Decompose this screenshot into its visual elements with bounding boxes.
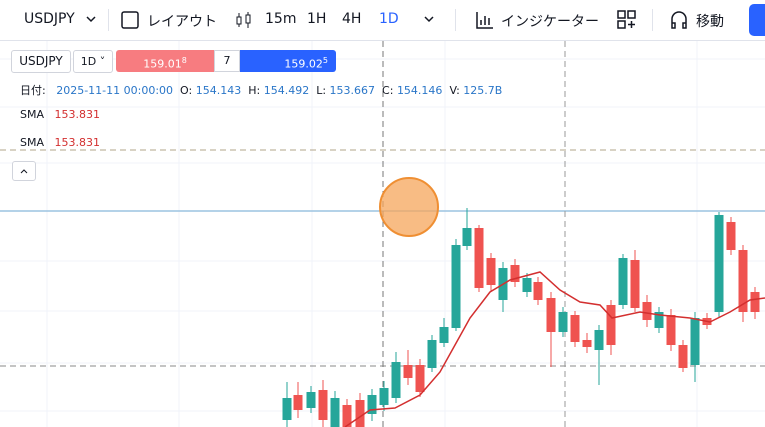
candle-body bbox=[451, 245, 461, 328]
templates-icon[interactable] bbox=[617, 10, 637, 30]
interval-button[interactable]: 4H bbox=[342, 11, 362, 27]
candle-body bbox=[486, 258, 496, 285]
toolbar: USDJPY レイアウト 15m 1H 4H 1D インジケーター 移動 bbox=[0, 0, 765, 41]
chevron-up bbox=[20, 169, 28, 174]
buy-pip: 5 bbox=[322, 56, 328, 65]
indicator-row: SMA 153.831 bbox=[20, 108, 100, 121]
candle-body bbox=[750, 292, 760, 312]
candle-body bbox=[606, 305, 616, 345]
separator bbox=[652, 9, 653, 31]
candle-body bbox=[367, 395, 377, 414]
value: 154.146 bbox=[396, 84, 443, 97]
candle-body bbox=[439, 327, 449, 343]
buy-price: 159.02 bbox=[284, 57, 323, 71]
candle-body bbox=[582, 340, 592, 347]
candle-body bbox=[533, 282, 543, 300]
separator bbox=[455, 9, 456, 31]
candle-body bbox=[293, 395, 303, 410]
sell-button[interactable]: 159.018 bbox=[116, 50, 214, 72]
label: L: bbox=[316, 84, 327, 97]
interval-box[interactable]: 1D ˅ bbox=[73, 50, 113, 73]
candle-body bbox=[306, 392, 316, 408]
interval-button-active[interactable]: 1D bbox=[379, 11, 399, 27]
label: C: bbox=[382, 84, 394, 97]
candle-body bbox=[415, 365, 425, 392]
candle-body bbox=[282, 398, 292, 420]
interval-button[interactable]: 15m bbox=[265, 11, 297, 27]
candle-body bbox=[690, 318, 700, 365]
label: 日付: bbox=[20, 84, 46, 97]
candle-body bbox=[510, 265, 520, 282]
candles bbox=[282, 208, 760, 427]
chart-canvas bbox=[0, 41, 765, 427]
candle-body bbox=[618, 258, 628, 305]
indicator-row: SMA 153.831 bbox=[20, 136, 100, 149]
label: V: bbox=[449, 84, 460, 97]
candle-body bbox=[654, 312, 664, 328]
candle-body bbox=[474, 228, 484, 288]
label: H: bbox=[248, 84, 261, 97]
candle-icon bbox=[236, 12, 251, 28]
candle-body bbox=[462, 228, 472, 246]
sell-pip: 8 bbox=[181, 56, 187, 65]
indicators-button[interactable]: インジケーター bbox=[501, 14, 599, 30]
sma-line bbox=[344, 271, 765, 427]
chart-area: USDJPY 1D ˅ 159.018 7 159.025 日付: 2025-1… bbox=[0, 41, 765, 427]
candle-body bbox=[678, 345, 688, 368]
buy-button[interactable]: 159.025 bbox=[240, 50, 336, 72]
separator bbox=[108, 9, 109, 31]
candle-body bbox=[642, 302, 652, 320]
sell-price: 159.01 bbox=[143, 57, 182, 71]
collapse-button[interactable] bbox=[12, 161, 36, 181]
candle-body bbox=[594, 330, 604, 350]
candle-body bbox=[714, 215, 724, 312]
chevron bbox=[424, 16, 434, 23]
ohlc-row: 日付: 2025-11-11 00:00:00 O: 154.143 H: 15… bbox=[20, 82, 502, 98]
candle-body bbox=[738, 250, 748, 312]
chevron bbox=[86, 16, 96, 23]
interval-button[interactable]: 1H bbox=[307, 11, 327, 27]
symbol-box[interactable]: USDJPY bbox=[11, 50, 71, 73]
indicator-value: 153.831 bbox=[54, 136, 101, 149]
interval: 1D bbox=[80, 55, 97, 68]
candle-body bbox=[726, 222, 736, 250]
candle-body bbox=[546, 298, 556, 332]
move-button[interactable]: 移動 bbox=[696, 14, 724, 30]
value: 153.667 bbox=[329, 84, 376, 97]
headset-icon bbox=[671, 11, 687, 29]
indicator-name: SMA bbox=[20, 136, 44, 149]
cursor-highlight bbox=[379, 177, 439, 237]
candle-body bbox=[379, 388, 389, 405]
primary-button[interactable] bbox=[749, 4, 765, 36]
candle-body bbox=[355, 400, 365, 427]
candle-body bbox=[330, 398, 340, 427]
layout-button[interactable]: レイアウト bbox=[147, 14, 217, 30]
spread: 7 bbox=[214, 50, 240, 72]
candle-body bbox=[342, 405, 352, 427]
candle-body bbox=[630, 260, 640, 308]
candle-body bbox=[558, 312, 568, 332]
indicator-name: SMA bbox=[20, 108, 44, 121]
layout-icon bbox=[121, 11, 139, 29]
value: 2025-11-11 00:00:00 bbox=[56, 84, 174, 97]
candle-body bbox=[427, 340, 437, 368]
indicator-value: 153.831 bbox=[54, 108, 101, 121]
candle-body bbox=[403, 365, 413, 378]
candle-body bbox=[570, 315, 580, 342]
value: 154.143 bbox=[195, 84, 242, 97]
candle-body bbox=[522, 278, 532, 292]
candle-body bbox=[666, 315, 676, 345]
value: 125.7B bbox=[463, 84, 503, 97]
value: 154.492 bbox=[263, 84, 310, 97]
candle-body bbox=[391, 362, 401, 398]
indicator-icon bbox=[476, 12, 493, 29]
symbol-button[interactable]: USDJPY bbox=[24, 11, 75, 27]
label: O: bbox=[180, 84, 193, 97]
candle-body bbox=[318, 390, 328, 420]
